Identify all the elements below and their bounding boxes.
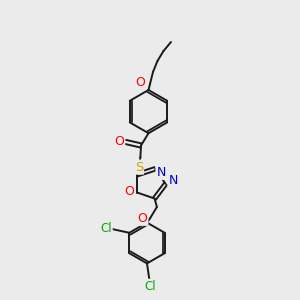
Text: N: N — [168, 174, 178, 188]
Text: O: O — [138, 212, 147, 225]
Text: O: O — [115, 135, 124, 148]
Text: O: O — [124, 184, 134, 197]
Text: O: O — [136, 76, 145, 89]
Text: N: N — [156, 166, 166, 179]
Text: S: S — [135, 160, 143, 174]
Text: Cl: Cl — [100, 221, 112, 235]
Text: Cl: Cl — [145, 280, 156, 293]
